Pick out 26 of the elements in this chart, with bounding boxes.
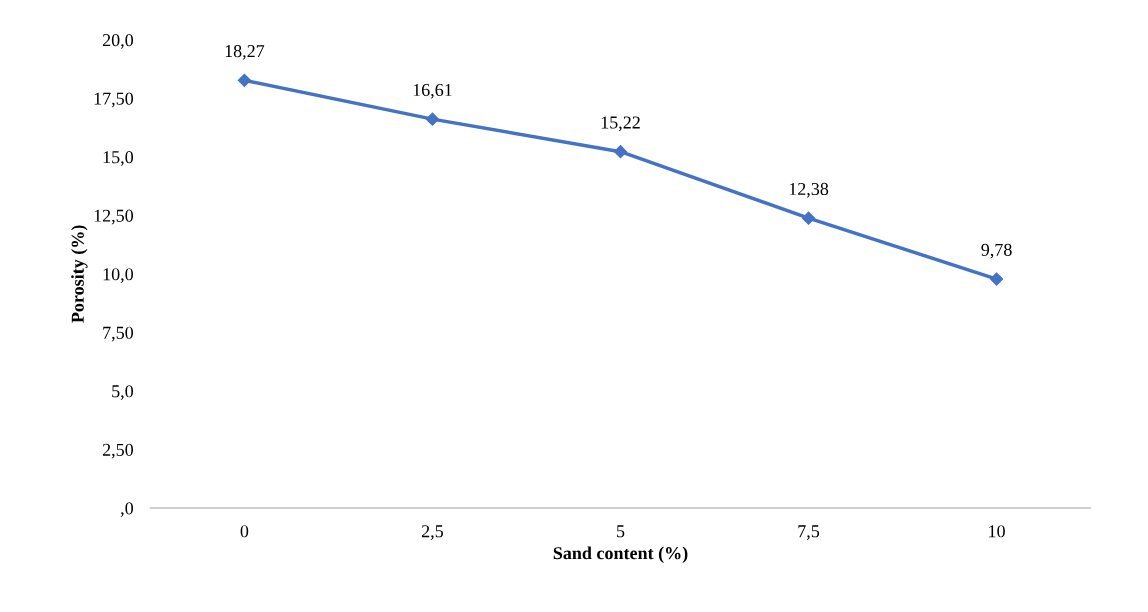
- data-label: 16,61: [413, 83, 452, 99]
- y-axis-title: Porosity (%): [71, 225, 88, 323]
- data-label: 9,78: [981, 243, 1012, 259]
- y-tick-label: 12,50: [94, 209, 134, 225]
- data-label: 15,22: [601, 116, 640, 132]
- y-tick-label: 20,0: [102, 34, 134, 49]
- x-tick-label: 5: [617, 525, 625, 538]
- y-tick-label: 10,0: [103, 268, 134, 283]
- x-tick-label: 10: [989, 525, 1005, 538]
- data-label: 18,27: [225, 44, 265, 60]
- point: [237, 73, 251, 87]
- x-tick-label: 2,5: [421, 525, 444, 540]
- y-tick-label: 17,50: [94, 92, 134, 108]
- data-label: 12,38: [789, 182, 829, 198]
- y-tick-label: 7,50: [103, 326, 134, 342]
- x-axis-title: Sand content (%): [553, 546, 688, 563]
- y-tick-label: ,0: [120, 502, 134, 517]
- point: [613, 145, 628, 159]
- point: [801, 211, 816, 225]
- y-tick-label: 5,0: [112, 385, 134, 400]
- x-tick-label: 0: [240, 525, 249, 538]
- point: [989, 272, 1004, 286]
- y-tick-label: 15,0: [103, 151, 134, 166]
- y-tick-label: 2,50: [102, 443, 134, 459]
- point: [425, 112, 440, 126]
- x-tick-label: 7,5: [798, 525, 820, 540]
